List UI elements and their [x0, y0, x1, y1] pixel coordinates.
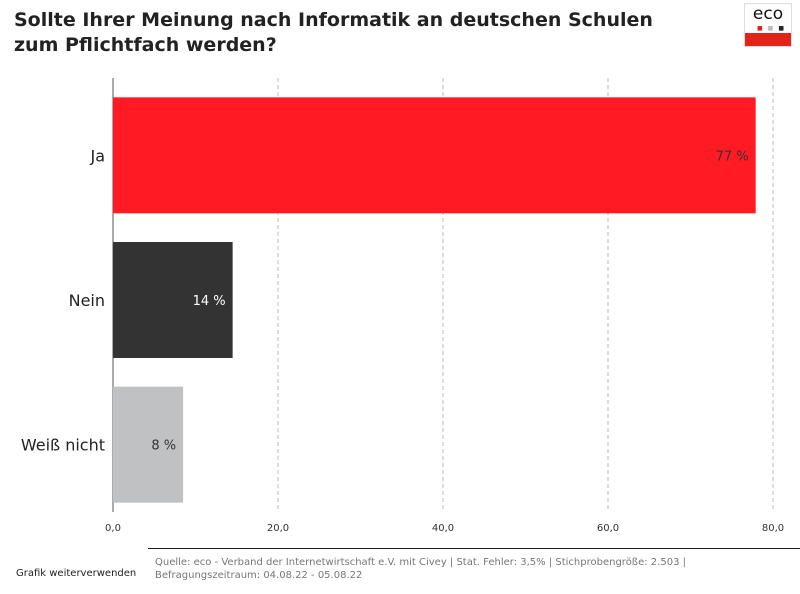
category-label: Ja: [89, 146, 105, 165]
data-label: 77 %: [716, 149, 749, 164]
bar-1: [113, 242, 233, 358]
x-tick-label: 0,0: [105, 523, 121, 534]
x-tick-label: 20,0: [267, 523, 289, 534]
x-tick-label: 60,0: [597, 523, 619, 534]
bar-2: [113, 386, 184, 503]
reuse-graphic-link[interactable]: Grafik weiterverwenden: [16, 568, 137, 579]
footer-divider: [148, 548, 800, 549]
x-tick-label: 40,0: [432, 523, 454, 534]
chart-title: Sollte Ihrer Meinung nach Informatik an …: [14, 9, 653, 56]
eco-logo: eco ■■■: [744, 3, 792, 47]
logo-dots: ■■■: [757, 25, 790, 32]
x-tick-label: 80,0: [762, 523, 784, 534]
data-label: 8 %: [151, 439, 176, 454]
data-label: 14 %: [193, 294, 226, 309]
bar-0: [113, 97, 756, 214]
source-note: Quelle: eco - Verband der Internetwirtsc…: [155, 557, 686, 581]
logo-text: eco: [752, 4, 784, 24]
category-label: Nein: [69, 291, 105, 310]
category-label: Weiß nicht: [21, 436, 105, 455]
logo-band: [745, 33, 791, 46]
